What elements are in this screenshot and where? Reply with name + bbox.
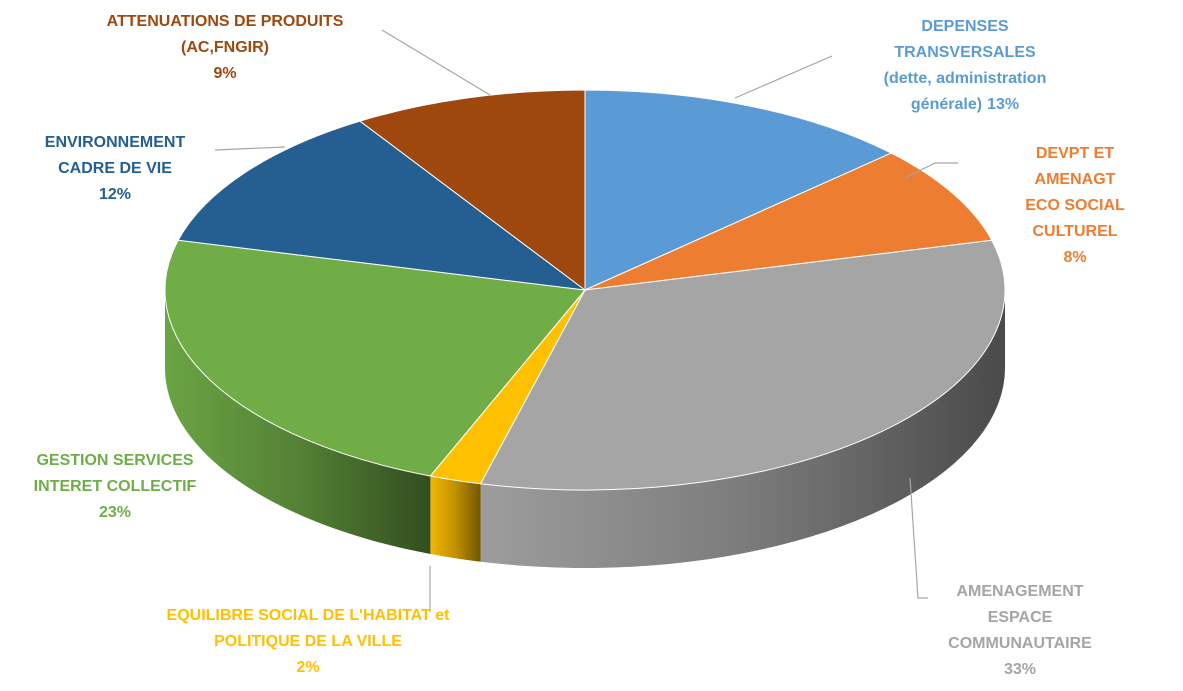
slice-side-shade [480,290,1005,568]
value-label: 2% [296,659,320,676]
slice-label: ENVIRONNEMENT CADRE DE VIE 12% [45,130,185,208]
leader-line [214,146,286,151]
slice-label: ATTENUATIONS DE PRODUITS (AC,FNGIR) 9% [107,9,344,87]
value-label: 8% [1063,249,1087,266]
slice [479,239,1006,491]
slice [177,120,587,291]
category-name: DEPENSES TRANSVERSALES (dette, administr… [883,18,1047,113]
category-name: ATTENUATIONS DE PRODUITS (AC,FNGIR) [106,13,344,56]
value-label: 13% [987,96,1020,113]
value-label: 12% [98,186,132,203]
slice-label: EQUILIBRE SOCIAL DE L'HABITAT et POLITIQ… [167,603,450,681]
leader-line [734,55,833,99]
slice [584,152,993,291]
category-name: DEVPT ET AMENAGT ECO SOCIAL CULTUREL [1025,145,1125,240]
category-name: AMENAGEMENT ESPACE COMMUNAUTAIRE [948,583,1092,652]
value-label: 23% [98,504,132,521]
category-name: GESTION SERVICES INTERET COLLECTIF [33,452,197,495]
slice-label: DEVPT ET AMENAGT ECO SOCIAL CULTUREL 8% [1021,141,1129,271]
slice [164,239,586,477]
leader-line [909,477,928,599]
value-label: 9% [213,65,237,82]
slice-label: GESTION SERVICES INTERET COLLECTIF 23% [34,448,197,526]
leader-line [904,162,958,179]
slice-side-shade [165,290,431,554]
slice-label: DEPENSES TRANSVERSALES (dette, administr… [856,14,1074,118]
value-label: 33% [1003,661,1037,678]
slice-side-shade [430,475,481,562]
slice [584,89,893,291]
slice-label: AMENAGEMENT ESPACE COMMUNAUTAIRE 33% [948,579,1092,683]
slice [358,89,586,292]
category-name: EQUILIBRE SOCIAL DE L'HABITAT et POLITIQ… [166,607,450,650]
leader-line [381,29,491,96]
category-name: ENVIRONNEMENT CADRE DE VIE [44,134,186,177]
